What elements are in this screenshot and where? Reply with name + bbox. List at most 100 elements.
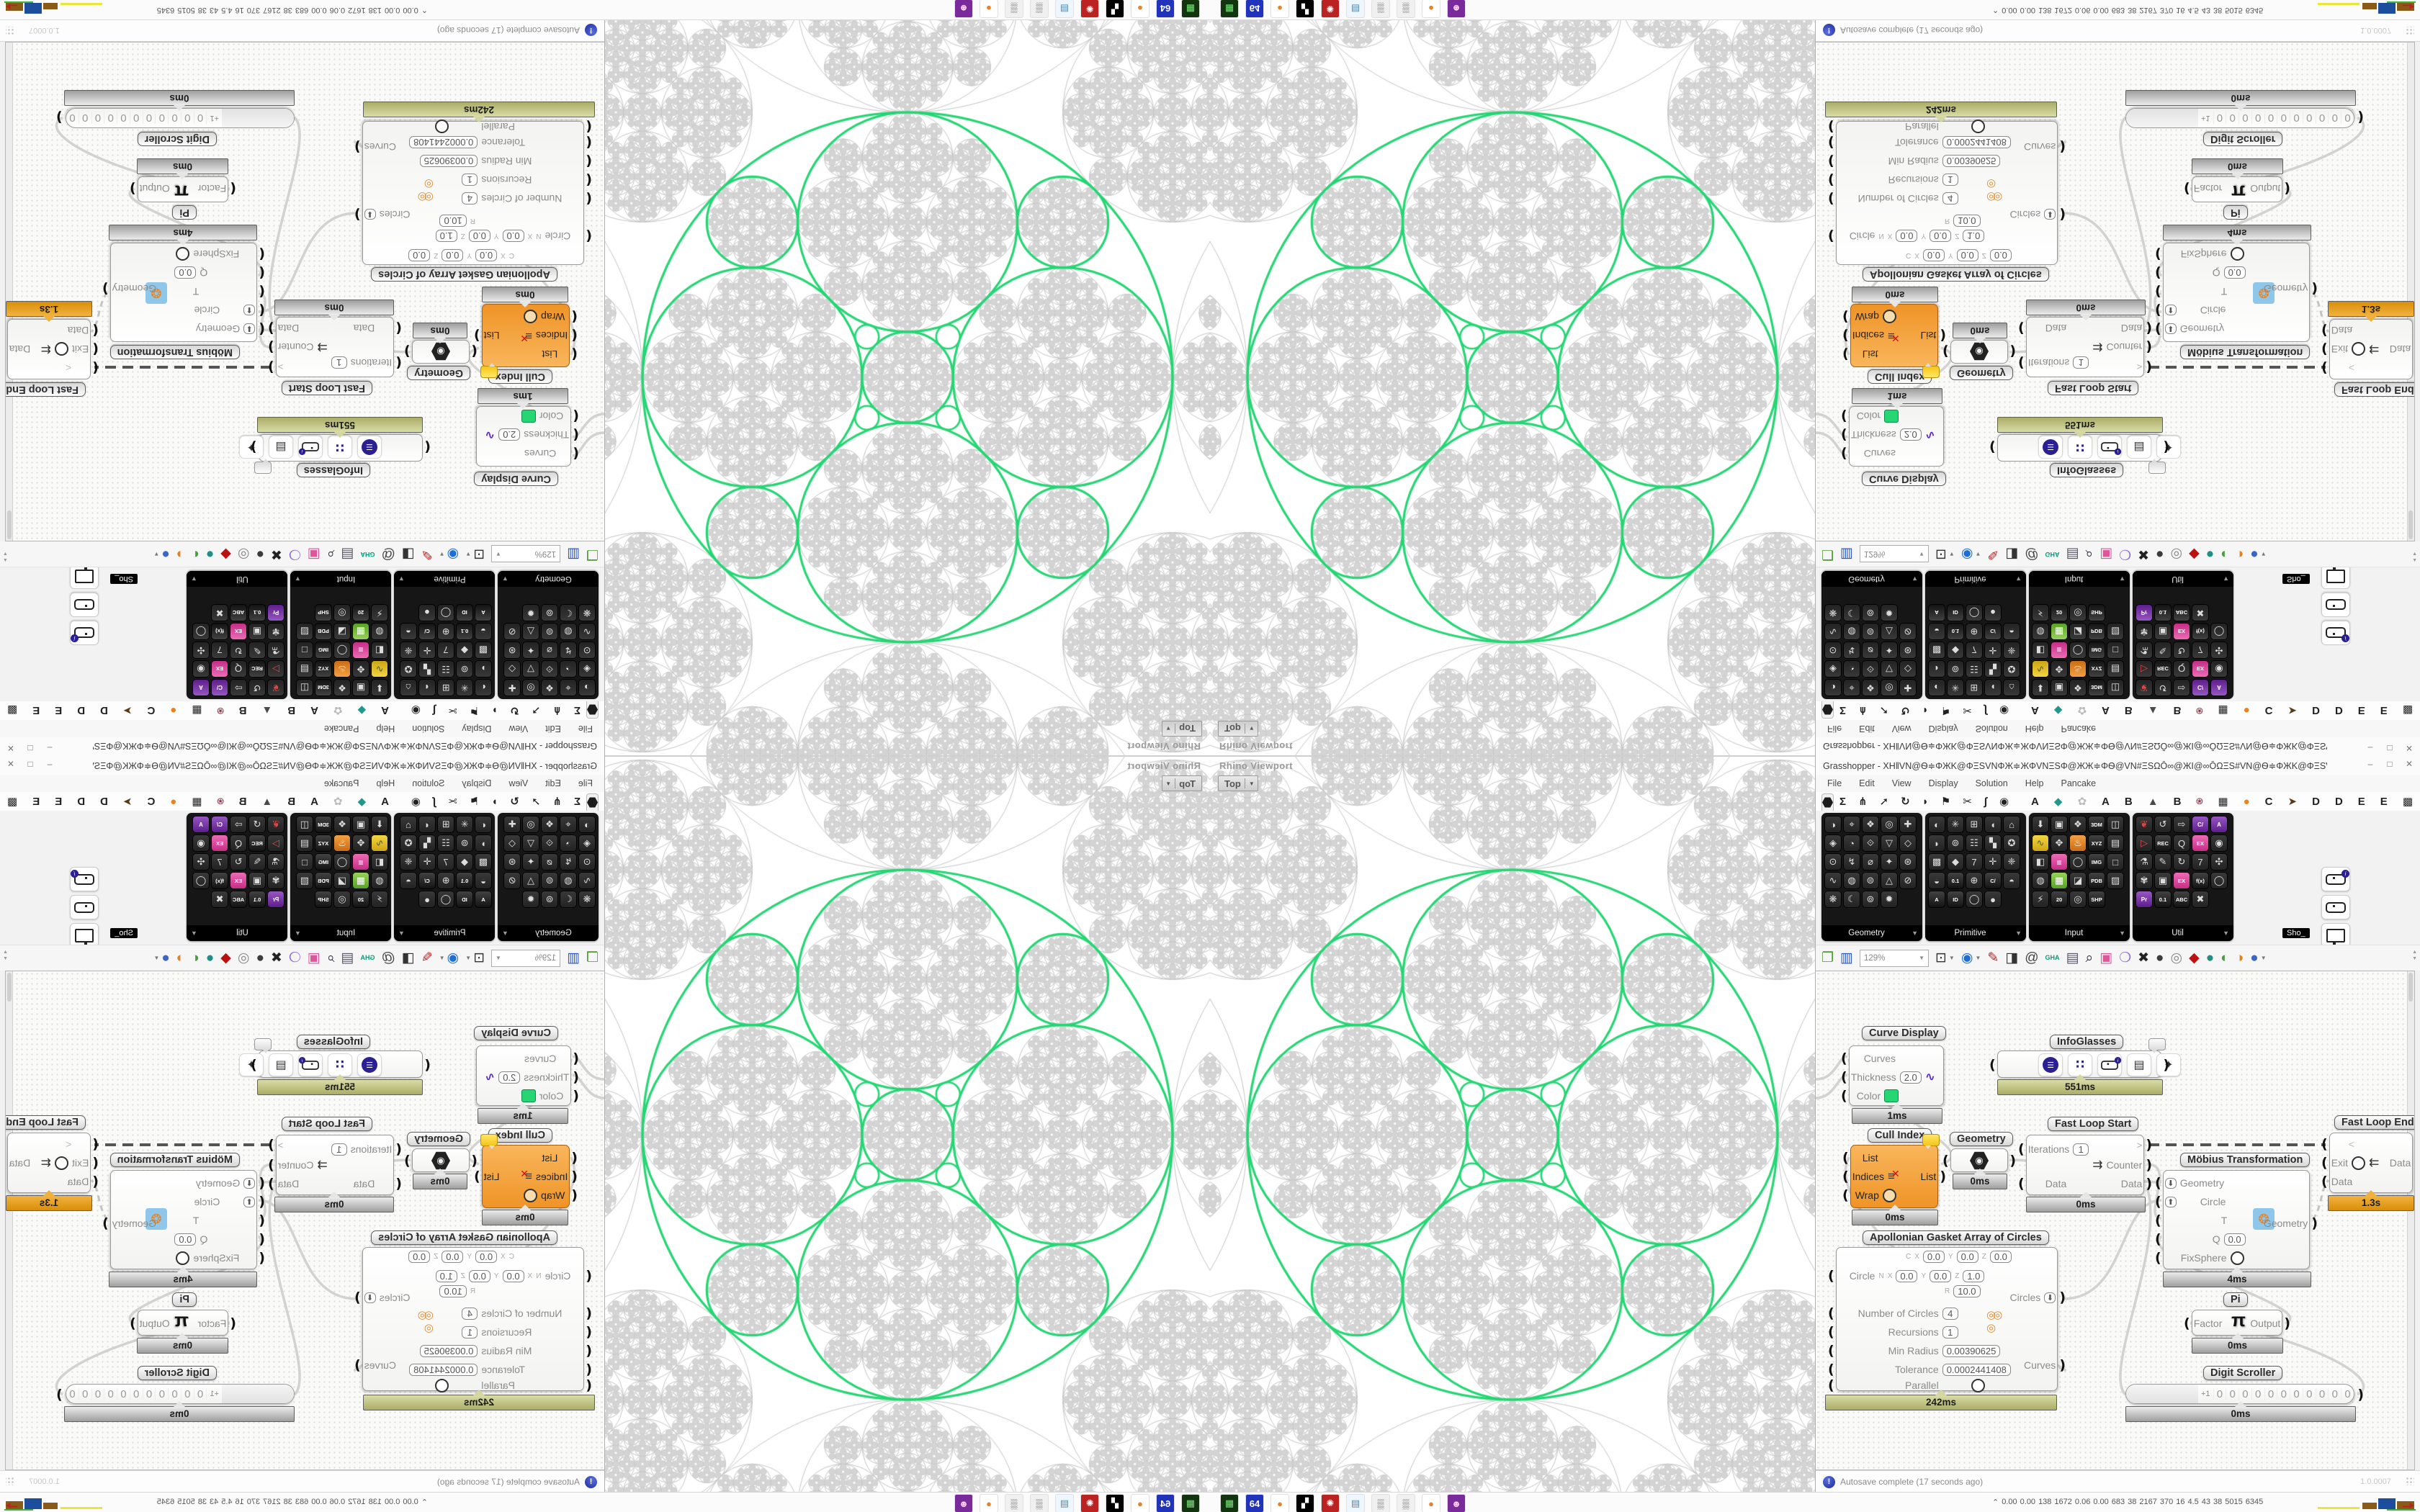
toolbar-icon[interactable]: ● bbox=[2250, 950, 2259, 966]
plugin2-icon[interactable]: ▒ bbox=[1397, 1494, 1415, 1512]
node-label-fast-loop-end[interactable]: Fast Loop End bbox=[5, 382, 86, 397]
plugin-tab-icon[interactable]: D bbox=[2312, 795, 2320, 808]
scroller-track[interactable] bbox=[222, 1385, 294, 1403]
menu-help[interactable]: Help bbox=[2025, 778, 2044, 788]
component-icon[interactable]: C/ bbox=[418, 623, 436, 640]
toolbar-icon[interactable]: @ bbox=[381, 950, 395, 966]
plugin-tab-icon[interactable]: E bbox=[2380, 704, 2388, 717]
archive-icon[interactable]: ▤ bbox=[2127, 436, 2151, 459]
component-icon[interactable]: ✳ bbox=[1947, 816, 1964, 833]
goggles-icon[interactable] bbox=[2097, 1053, 2122, 1076]
menu-file[interactable]: File bbox=[578, 724, 593, 734]
node-label-fast-loop-end[interactable]: Fast Loop End bbox=[2334, 1115, 2414, 1130]
component-icon[interactable]: ↯ bbox=[1843, 853, 1860, 870]
component-icon[interactable]: ⊜ bbox=[541, 872, 558, 889]
node-fast-loop-end[interactable]: (< (Exit ⇇ Data) (Data bbox=[5, 1133, 99, 1193]
component-icon[interactable]: ◧ bbox=[371, 642, 388, 659]
thickness-value[interactable]: 2.0 bbox=[498, 1071, 521, 1084]
component-icon[interactable]: ◖ bbox=[1984, 679, 2002, 696]
tab-params-selected[interactable] bbox=[1821, 701, 1834, 719]
toolbar-icon[interactable]: ▥ bbox=[1840, 546, 1853, 562]
component-icon[interactable]: ⌂ bbox=[2003, 679, 2020, 696]
component-icon[interactable]: ↯ bbox=[1843, 642, 1860, 659]
component-icon[interactable]: ◍ bbox=[560, 623, 577, 640]
digit-cell[interactable]: 0 bbox=[143, 1387, 156, 1400]
toolbar-icon[interactable]: ▣ bbox=[307, 546, 321, 562]
digit-cell[interactable]: 0 bbox=[194, 1387, 207, 1400]
plugin-tab-icon[interactable]: D bbox=[77, 704, 86, 717]
close-button[interactable]: ✕ bbox=[2405, 759, 2414, 769]
chevron-down-icon[interactable]: ▼ bbox=[153, 551, 160, 557]
toolbar-icon[interactable]: ● bbox=[205, 950, 215, 966]
menu-solution[interactable]: Solution bbox=[412, 778, 445, 788]
plugin-tab-icon[interactable]: E bbox=[55, 795, 63, 808]
component-icon[interactable]: PDB bbox=[2088, 623, 2105, 640]
component-icon[interactable]: ◯ bbox=[192, 872, 210, 889]
component-icon[interactable]: ● bbox=[1984, 604, 2002, 621]
toolbar-icon[interactable]: ◨ bbox=[2005, 546, 2019, 562]
component-icon[interactable]: ✾ bbox=[267, 872, 284, 889]
component-icon[interactable]: ▩ bbox=[1928, 853, 1945, 870]
component-icon[interactable]: ◆ bbox=[1947, 642, 1964, 659]
component-icon[interactable]: ▥ bbox=[2051, 642, 2068, 659]
component-icon[interactable]: ▨ bbox=[2107, 623, 2124, 640]
component-icon[interactable]: ◈ bbox=[578, 834, 596, 852]
chevron-down-icon[interactable]: ▼ bbox=[153, 955, 160, 961]
plugin-tab-icon[interactable]: B bbox=[287, 795, 296, 808]
component-icon[interactable]: ✦ bbox=[1881, 853, 1898, 870]
component-icon[interactable]: ✖ bbox=[2192, 604, 2209, 621]
chevron-up-icon[interactable]: ⌃ bbox=[421, 1498, 428, 1507]
digit-cell[interactable]: 0 bbox=[117, 1387, 130, 1400]
component-tab-icon[interactable]: ↻ bbox=[1901, 795, 1910, 808]
component-icon[interactable]: ABC bbox=[230, 891, 247, 908]
component-icon[interactable]: △ bbox=[522, 872, 539, 889]
component-icon[interactable]: ▣ bbox=[352, 679, 369, 696]
component-icon[interactable]: ❈ bbox=[2003, 853, 2020, 870]
component-icon[interactable]: ⇨ bbox=[2173, 679, 2190, 696]
rhino-viewport[interactable]: Rhino Viewport Top ▼ bbox=[1210, 19, 1815, 756]
toolbar-icon[interactable]: ◐ bbox=[191, 950, 200, 966]
component-icon[interactable]: ⊘ bbox=[503, 872, 521, 889]
firefox-icon[interactable]: ● bbox=[1270, 1494, 1289, 1512]
component-icon[interactable]: ◧ bbox=[371, 853, 388, 870]
toolbar-icon[interactable]: ◉ bbox=[447, 546, 460, 562]
toolbar-icon[interactable]: ⊡ bbox=[1935, 546, 1947, 562]
component-icon[interactable]: ⊕ bbox=[1966, 623, 1983, 640]
component-icon[interactable]: ❖ bbox=[1862, 816, 1879, 833]
chevron-down-icon[interactable]: ▼ bbox=[1948, 551, 1955, 557]
menu-pancake[interactable]: Pancake bbox=[2061, 724, 2097, 734]
component-icon[interactable]: ◗ bbox=[475, 660, 492, 678]
node-label-curve-display[interactable]: Curve Display bbox=[1862, 1026, 1946, 1040]
node-label-fast-loop-start[interactable]: Fast Loop Start bbox=[2048, 381, 2139, 395]
component-icon[interactable]: ◓ bbox=[400, 872, 417, 889]
component-icon[interactable]: Q bbox=[230, 660, 247, 678]
component-icon[interactable]: EX bbox=[2192, 660, 2209, 678]
component-tab-icon[interactable]: ⋔ bbox=[552, 795, 562, 808]
component-icon[interactable]: ⊙ bbox=[1824, 853, 1842, 870]
component-icon[interactable]: ∿ bbox=[2032, 834, 2049, 852]
component-icon[interactable]: ◒ bbox=[475, 623, 492, 640]
component-icon[interactable]: Q bbox=[2173, 834, 2190, 852]
component-tab-icon[interactable]: ✂ bbox=[448, 795, 457, 808]
toolbar-icon[interactable]: ◐ bbox=[2220, 950, 2229, 966]
plugin-tab-icon[interactable]: E bbox=[2357, 704, 2365, 717]
digit-cell[interactable]: 0 bbox=[181, 1387, 194, 1400]
node-fast-loop-end[interactable]: (< (Exit ⇇ Data) (Data bbox=[5, 319, 99, 379]
component-icon[interactable]: ◇ bbox=[1899, 660, 1917, 678]
chevron-down-icon[interactable]: ▼ bbox=[496, 955, 501, 961]
number-of-circles-value[interactable]: 4 bbox=[462, 1307, 478, 1320]
component-icon[interactable]: ◎ bbox=[2069, 891, 2087, 908]
digit-cell[interactable]: 0 bbox=[2328, 112, 2341, 125]
component-icon[interactable]: ◫ bbox=[296, 679, 313, 696]
component-icon[interactable]: Q bbox=[230, 834, 247, 852]
component-icon[interactable]: XYZ bbox=[315, 834, 332, 852]
node-label-cull-index[interactable]: Cull Index bbox=[488, 369, 552, 384]
infoglasses-badge-icon[interactable] bbox=[70, 867, 99, 891]
component-icon[interactable]: ◇ bbox=[1899, 834, 1917, 852]
component-icon[interactable]: ✚ bbox=[1899, 679, 1917, 696]
plugin-tab-icon[interactable]: ➤ bbox=[2287, 795, 2298, 808]
component-icon[interactable]: ✾ bbox=[2136, 623, 2153, 640]
chevron-down-icon[interactable]: ▼ bbox=[191, 575, 197, 582]
component-tab-icon[interactable]: ⋔ bbox=[1858, 704, 1868, 717]
